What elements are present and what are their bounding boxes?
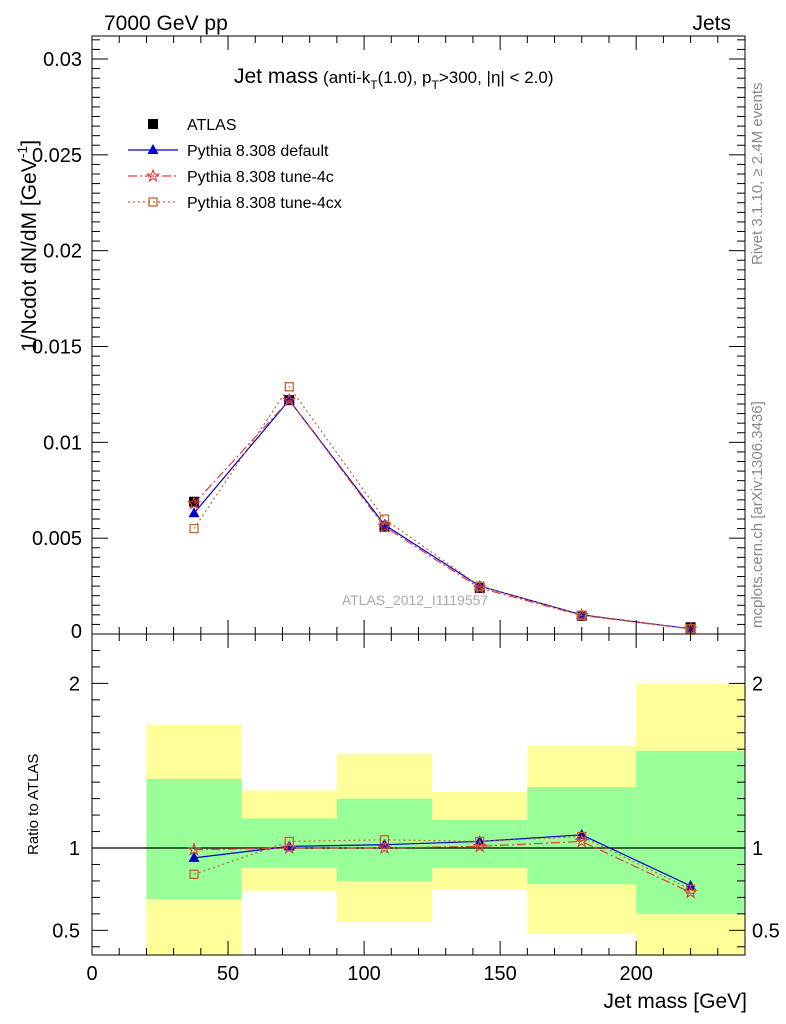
rivet-version-label: Rivet 3.1.10, ≥ 2.4M events bbox=[749, 83, 766, 266]
legend-label-2: Pythia 8.308 tune-4c bbox=[187, 169, 334, 186]
ratio-y-tick-label-right: 1 bbox=[752, 838, 763, 860]
mcplots-reference-label: mcplots.cern.ch [arXiv:1306.3436] bbox=[749, 401, 766, 628]
header-energy-label: 7000 GeV pp bbox=[104, 12, 228, 35]
top-point-3-2 bbox=[379, 514, 390, 524]
y-tick-label: 0.025 bbox=[32, 145, 82, 167]
x-tick-label: 50 bbox=[217, 963, 239, 985]
legend-marker-0 bbox=[148, 119, 158, 129]
ratio-point-2-0 bbox=[186, 841, 202, 856]
header-jets-label: Jets bbox=[692, 12, 731, 35]
y-tick-label: 0.03 bbox=[43, 49, 82, 71]
ratio-line-1 bbox=[193, 834, 691, 887]
ratio-point-3-3 bbox=[475, 836, 485, 847]
x-tick-label: 150 bbox=[483, 963, 516, 985]
ratio-point-2-2 bbox=[377, 840, 392, 855]
ratio-point-3-2 bbox=[379, 835, 390, 845]
ratio-point-3-5 bbox=[685, 884, 696, 894]
ratio-uncertainty-bands bbox=[92, 683, 745, 955]
subtitle-sub-b: T bbox=[431, 78, 439, 92]
ratio-point-3-0 bbox=[189, 869, 199, 879]
subtitle-part-b: (1.0), p bbox=[378, 68, 432, 87]
inner-band-0 bbox=[146, 778, 242, 900]
subtitle-sub-a: T bbox=[370, 78, 378, 92]
legend-marker-3 bbox=[148, 197, 158, 207]
x-tick-label: 0 bbox=[86, 963, 97, 985]
x-tick-label: 200 bbox=[619, 963, 652, 985]
y-tick-label-zero: 0 bbox=[71, 621, 82, 643]
ratio-point-2-1 bbox=[281, 840, 297, 855]
analysis-watermark: ATLAS_2012_I1119557 bbox=[342, 592, 489, 608]
ratio-y-tick-label-right: 2 bbox=[752, 673, 763, 695]
ratio-point-3-4 bbox=[577, 831, 587, 842]
y-tick-label: 0.015 bbox=[32, 337, 82, 359]
x-tick-label: 100 bbox=[347, 963, 380, 985]
top-point-3-3 bbox=[475, 581, 485, 591]
top-point-3-1 bbox=[284, 382, 294, 392]
top-point-1-3 bbox=[474, 580, 486, 591]
x-axis-label: Jet mass [GeV] bbox=[603, 990, 747, 1013]
top-point-3-0 bbox=[189, 523, 199, 534]
legend-marker-1 bbox=[147, 144, 159, 154]
top-point-2-2 bbox=[377, 518, 392, 533]
legend: ATLAS Pythia 8.308 default Pythia 8.308 tu… bbox=[128, 117, 342, 212]
top-point-1-2 bbox=[378, 518, 390, 529]
subtitle-part-a: (anti-k bbox=[323, 68, 371, 87]
chart-title: Jet mass (anti-kT(1.0), pT>300, |η| < 2.0… bbox=[234, 65, 554, 92]
ratio-y-tick-label-left: 2 bbox=[69, 673, 80, 695]
ratio-y-tick-label-right: 0.5 bbox=[752, 920, 780, 942]
top-point-1-0 bbox=[188, 507, 200, 518]
legend-marker-2 bbox=[145, 168, 161, 183]
ratio-point-1-0 bbox=[188, 851, 200, 862]
top-point-2-1 bbox=[281, 392, 297, 407]
legend-label-3: Pythia 8.308 tune-4cx bbox=[187, 195, 342, 212]
top-line-1 bbox=[193, 399, 691, 630]
ratio-point-3-1 bbox=[284, 836, 294, 847]
legend-label-0: ATLAS bbox=[187, 117, 237, 134]
top-point-3-4 bbox=[577, 610, 587, 620]
ratio-y-tick-label-left: 1 bbox=[69, 838, 80, 860]
y-axis-label: 1/Ncdot dN/dM [GeV-1] bbox=[14, 140, 41, 352]
y-tick-label: 0.01 bbox=[43, 432, 82, 454]
ratio-line-2 bbox=[194, 840, 691, 893]
top-point-0-0 bbox=[189, 496, 200, 507]
y-tick-label: 0.02 bbox=[43, 241, 82, 263]
subtitle-part-c: >300, |η| < 2.0) bbox=[439, 68, 554, 87]
ratio-y-tick-label-left: 0.5 bbox=[52, 920, 80, 942]
chart-title-main: Jet mass bbox=[234, 65, 318, 88]
y-tick-label: 0.005 bbox=[32, 528, 82, 550]
legend-label-1: Pythia 8.308 default bbox=[187, 143, 329, 160]
ratio-panel-series bbox=[186, 828, 698, 899]
ratio-y-axis-label: Ratio to ATLAS bbox=[25, 754, 42, 855]
top-point-2-0 bbox=[186, 495, 202, 510]
